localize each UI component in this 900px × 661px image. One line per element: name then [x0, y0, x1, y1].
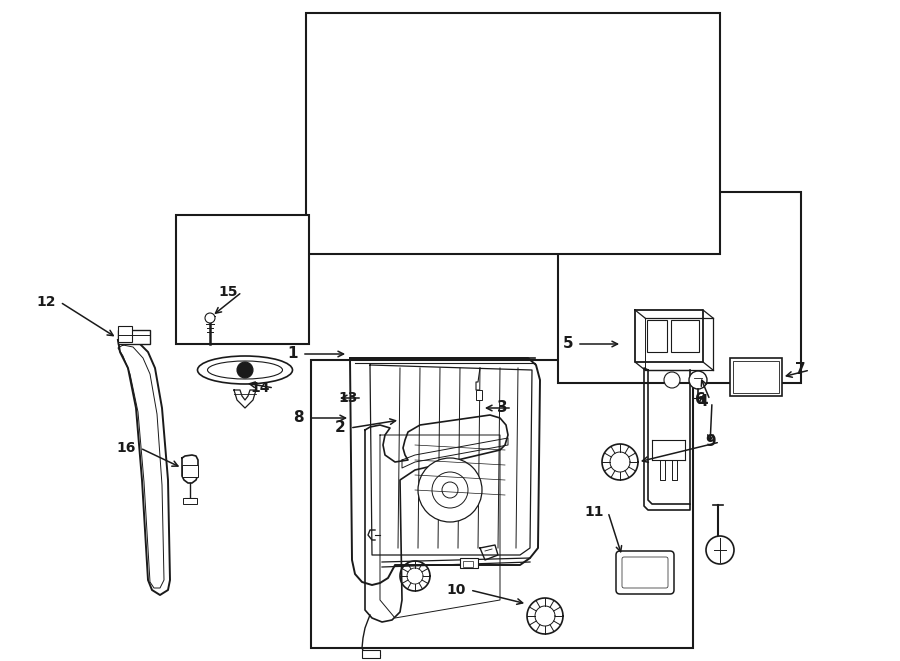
Bar: [463, 561, 473, 567]
Bar: [118, 330, 150, 344]
FancyBboxPatch shape: [622, 557, 668, 588]
Ellipse shape: [208, 361, 283, 379]
Text: 8: 8: [293, 410, 304, 426]
Bar: [647, 320, 667, 352]
Bar: [733, 361, 779, 393]
Bar: [310, 360, 693, 648]
Text: 2: 2: [335, 420, 346, 436]
Bar: [182, 465, 198, 477]
Bar: [671, 320, 699, 352]
Text: 16: 16: [117, 441, 136, 455]
Bar: [460, 558, 478, 568]
Text: 1: 1: [287, 346, 298, 362]
Bar: [176, 215, 309, 344]
Bar: [306, 13, 720, 254]
Bar: [118, 326, 132, 342]
Text: 13: 13: [338, 391, 358, 405]
Text: 5: 5: [562, 336, 573, 352]
Bar: [730, 358, 782, 396]
Text: 12: 12: [37, 295, 56, 309]
Bar: [476, 390, 482, 400]
Text: 6: 6: [695, 393, 706, 407]
Text: 7: 7: [796, 362, 806, 377]
Circle shape: [205, 313, 215, 323]
Text: 11: 11: [584, 505, 604, 519]
Circle shape: [664, 372, 680, 388]
FancyBboxPatch shape: [616, 551, 674, 594]
Circle shape: [237, 362, 253, 378]
Circle shape: [432, 472, 468, 508]
Text: 10: 10: [446, 583, 466, 597]
Ellipse shape: [197, 356, 292, 384]
Circle shape: [689, 371, 707, 389]
Bar: [558, 192, 801, 383]
Text: 15: 15: [219, 285, 238, 299]
Text: 3: 3: [498, 401, 508, 416]
Circle shape: [418, 458, 482, 522]
Text: 9: 9: [706, 434, 716, 449]
Bar: [362, 650, 380, 658]
Circle shape: [706, 536, 734, 564]
Circle shape: [442, 482, 458, 498]
Bar: [183, 498, 197, 504]
Text: 14: 14: [250, 381, 270, 395]
Text: 4: 4: [698, 395, 708, 410]
